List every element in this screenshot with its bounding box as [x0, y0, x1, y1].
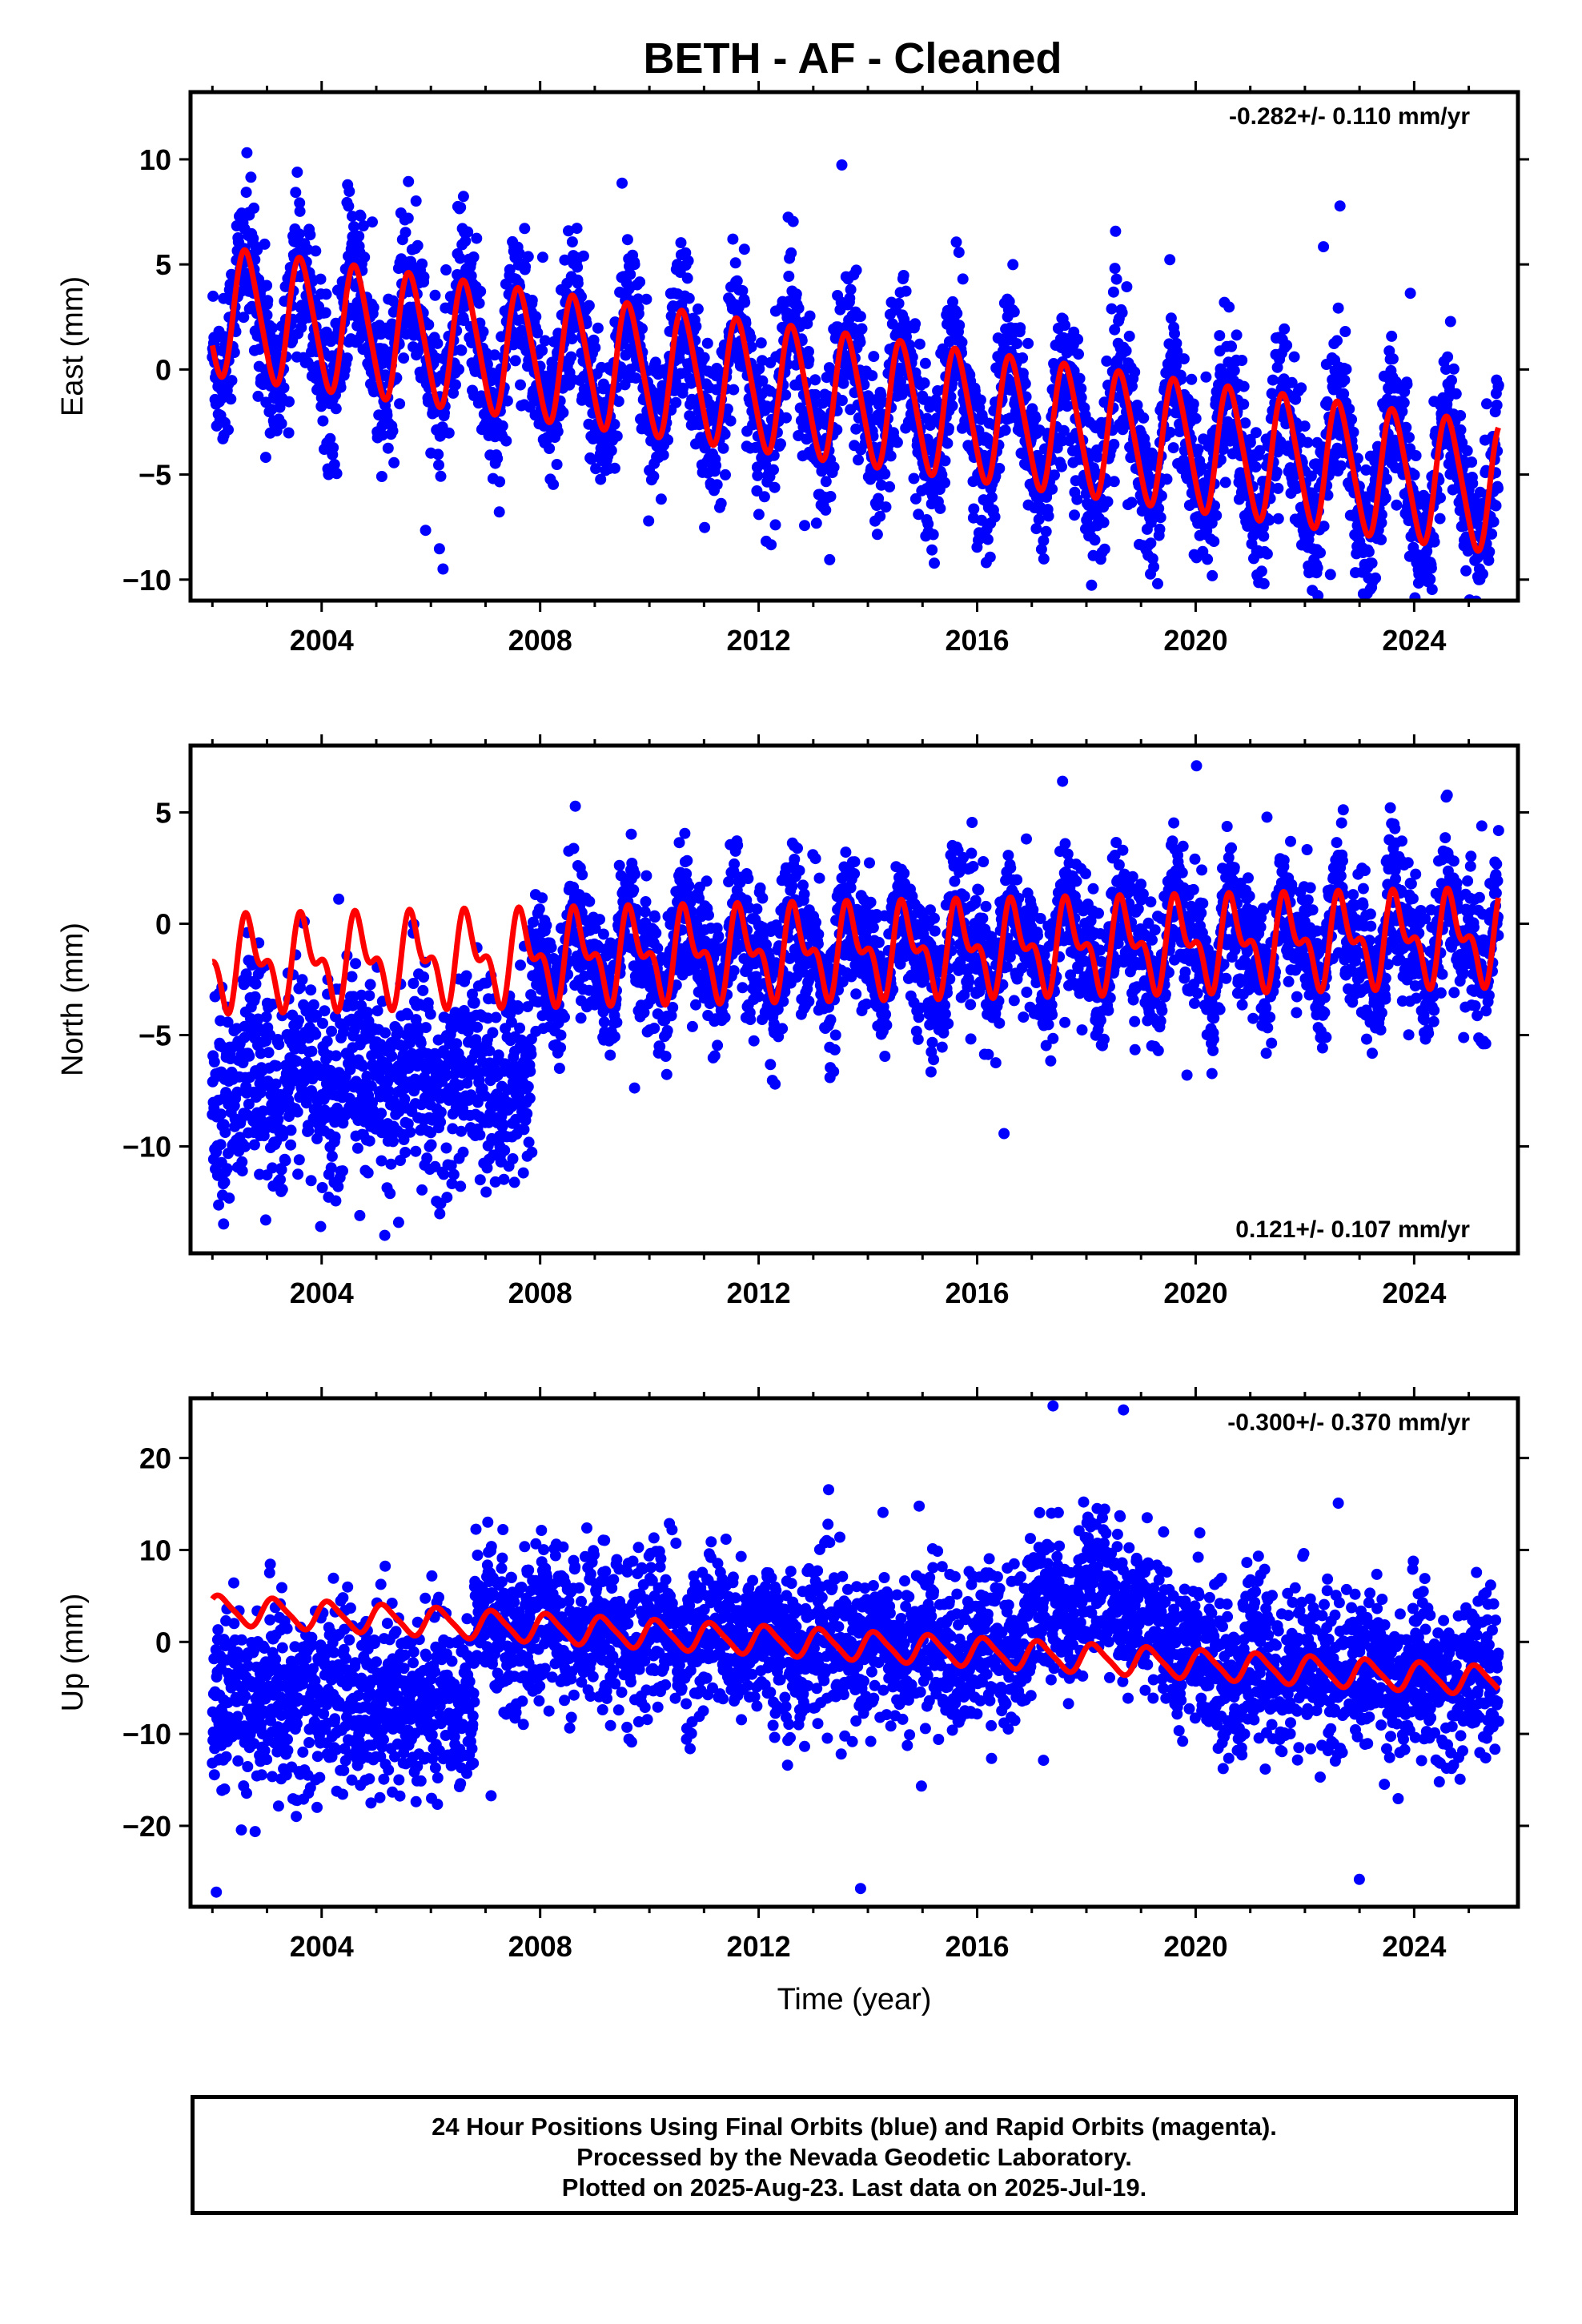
- x-tick-label: 2004: [290, 1277, 354, 1309]
- x-tick-label: 2016: [945, 1930, 1009, 1963]
- north-panel: 2004 2008 2012 2016 2020 2024 −10 −5 0 5 North (mm…: [56, 698, 1529, 1309]
- y-tick-label: 20: [139, 1442, 171, 1475]
- x-tick-label: 2016: [945, 624, 1009, 657]
- x-tick-label: 2024: [1382, 624, 1446, 657]
- y-axis-label: North (mm): [56, 923, 90, 1076]
- y-tick-label: 0: [155, 353, 171, 386]
- x-axis-label: Time (year): [777, 1983, 932, 2016]
- y-tick-label: 10: [139, 143, 171, 176]
- east-panel: 2004 2008 2012 2016 2020 2024 −10 −5 0 5 10 East (m…: [56, 0, 1529, 741]
- y-axis-label: Up (mm): [56, 1594, 90, 1712]
- x-tick-label: 2008: [508, 624, 572, 657]
- footer-line-1: 24 Hour Positions Using Final Orbits (bl…: [195, 2112, 1514, 2142]
- position-dots: [207, 1362, 1504, 1898]
- y-tick-label: 0: [155, 1626, 171, 1659]
- y-tick-label: −10: [122, 1131, 171, 1164]
- velocity-label: -0.282+/- 0.110 mm/yr: [1229, 103, 1470, 130]
- data-points: [207, 1362, 1504, 1898]
- up-panel: 2004 2008 2012 2016 2020 2024 −20 −10 0 10 20 Up (m…: [56, 1362, 1529, 2016]
- x-tick-label: 2008: [508, 1277, 572, 1309]
- x-tick-label: 2004: [290, 624, 354, 657]
- x-tick-label: 2020: [1163, 1277, 1227, 1309]
- y-tick-label: −5: [139, 1019, 171, 1051]
- y-axis-label: East (mm): [56, 276, 90, 416]
- x-tick-label: 2012: [727, 1930, 791, 1963]
- x-tick-label: 2012: [727, 624, 791, 657]
- x-tick-label: 2020: [1163, 1930, 1227, 1963]
- velocity-label: -0.300+/- 0.370 mm/yr: [1227, 1409, 1470, 1436]
- x-tick-label: 2008: [508, 1930, 572, 1963]
- x-tick-label: 2024: [1382, 1930, 1446, 1963]
- x-tick-label: 2024: [1382, 1277, 1446, 1309]
- velocity-label: 0.121+/- 0.107 mm/yr: [1235, 1216, 1470, 1243]
- y-tick-label: 5: [155, 796, 171, 829]
- y-tick-label: −10: [122, 564, 171, 597]
- x-tick-label: 2004: [290, 1930, 354, 1963]
- y-tick-label: −20: [122, 1810, 171, 1843]
- y-tick-label: −5: [139, 459, 171, 492]
- x-tick-label: 2016: [945, 1277, 1009, 1309]
- x-tick-label: 2020: [1163, 624, 1227, 657]
- y-tick-label: 5: [155, 248, 171, 281]
- x-tick-label: 2012: [727, 1277, 791, 1309]
- footer-line-2: Processed by the Nevada Geodetic Laborat…: [195, 2142, 1514, 2173]
- y-tick-label: −10: [122, 1718, 171, 1751]
- footer-box: 24 Hour Positions Using Final Orbits (bl…: [191, 2095, 1518, 2215]
- y-tick-label: 0: [155, 907, 171, 940]
- footer-line-3: Plotted on 2025-Aug-23. Last data on 202…: [195, 2173, 1514, 2203]
- y-tick-label: 10: [139, 1534, 171, 1566]
